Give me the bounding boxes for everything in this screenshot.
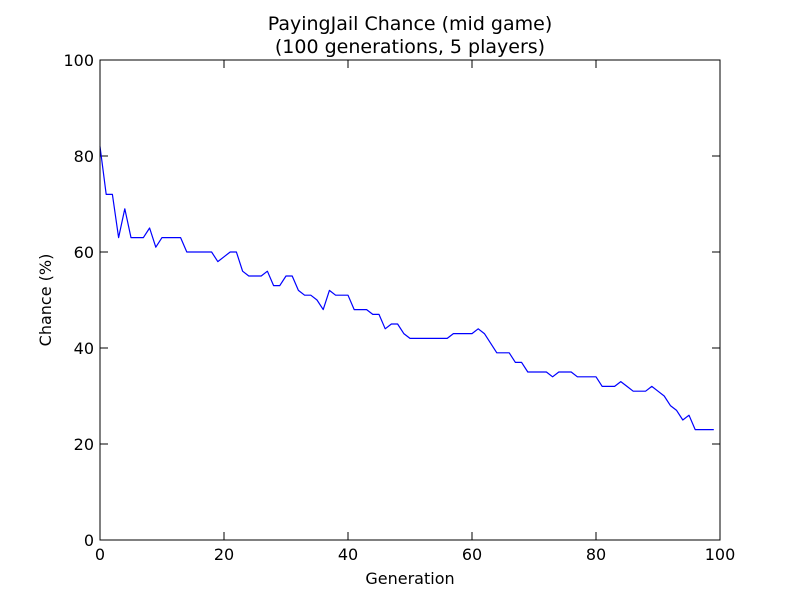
y-tick-label: 0 (84, 531, 94, 550)
tick-layer: 0 20 40 60 80 100 0 20 40 60 80 100 (63, 51, 735, 564)
y-tick-label: 20 (74, 435, 94, 454)
x-tick-label: 60 (462, 545, 482, 564)
chart-subtitle: (100 generations, 5 players) (275, 36, 545, 58)
y-tick-label: 80 (74, 147, 94, 166)
data-points (99, 146, 714, 430)
x-tick-label: 40 (338, 545, 358, 564)
y-tick-label: 40 (74, 339, 94, 358)
x-tick-label: 100 (705, 545, 736, 564)
x-tick-label: 80 (586, 545, 606, 564)
plot-frame (99, 59, 721, 541)
x-axis-label: Generation (365, 569, 454, 588)
y-tick-label: 60 (74, 243, 94, 262)
x-tick-label: 0 (95, 545, 105, 564)
y-axis-label: Chance (%) (36, 254, 55, 347)
y-tick-label: 100 (63, 51, 94, 70)
x-tick-label: 20 (214, 545, 234, 564)
series-line (99, 146, 714, 431)
chart-title: PayingJail Chance (mid game) (268, 13, 553, 35)
